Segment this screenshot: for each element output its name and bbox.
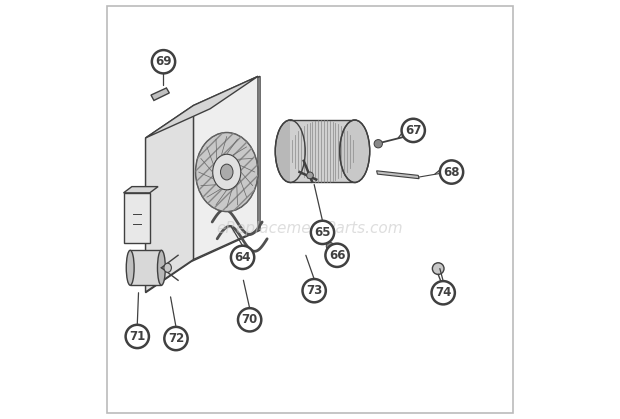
Circle shape (126, 325, 149, 348)
Circle shape (311, 221, 334, 244)
Text: 65: 65 (314, 226, 330, 239)
Polygon shape (193, 76, 258, 259)
Circle shape (326, 242, 334, 250)
Circle shape (402, 119, 425, 142)
Text: 69: 69 (155, 55, 172, 68)
Ellipse shape (195, 132, 258, 212)
Ellipse shape (213, 154, 241, 190)
Circle shape (152, 50, 175, 73)
Text: 70: 70 (242, 313, 258, 326)
Text: 73: 73 (306, 284, 322, 297)
Text: 66: 66 (329, 249, 345, 262)
Polygon shape (130, 250, 161, 285)
Polygon shape (146, 106, 193, 292)
Ellipse shape (157, 250, 166, 285)
Ellipse shape (221, 164, 233, 180)
Ellipse shape (432, 263, 444, 274)
Polygon shape (146, 76, 258, 138)
Ellipse shape (164, 263, 171, 272)
Circle shape (238, 308, 261, 331)
Ellipse shape (126, 250, 134, 285)
Circle shape (432, 281, 455, 304)
Circle shape (307, 172, 313, 178)
Polygon shape (290, 120, 355, 182)
Polygon shape (123, 193, 150, 243)
Text: 72: 72 (168, 332, 184, 345)
Circle shape (326, 243, 348, 267)
Polygon shape (192, 76, 260, 261)
Circle shape (303, 279, 326, 303)
Circle shape (231, 246, 254, 269)
Ellipse shape (340, 120, 370, 182)
Circle shape (440, 160, 463, 184)
Text: eReplacementParts.com: eReplacementParts.com (216, 221, 404, 236)
Text: 67: 67 (405, 124, 422, 137)
Polygon shape (151, 88, 169, 101)
Text: 64: 64 (234, 251, 251, 264)
Text: 74: 74 (435, 286, 451, 299)
Polygon shape (146, 108, 192, 293)
Text: 71: 71 (129, 330, 146, 343)
Polygon shape (123, 186, 158, 193)
Circle shape (374, 140, 383, 148)
Ellipse shape (275, 120, 305, 182)
Polygon shape (376, 171, 419, 178)
Text: 68: 68 (443, 166, 460, 178)
Circle shape (164, 327, 188, 350)
